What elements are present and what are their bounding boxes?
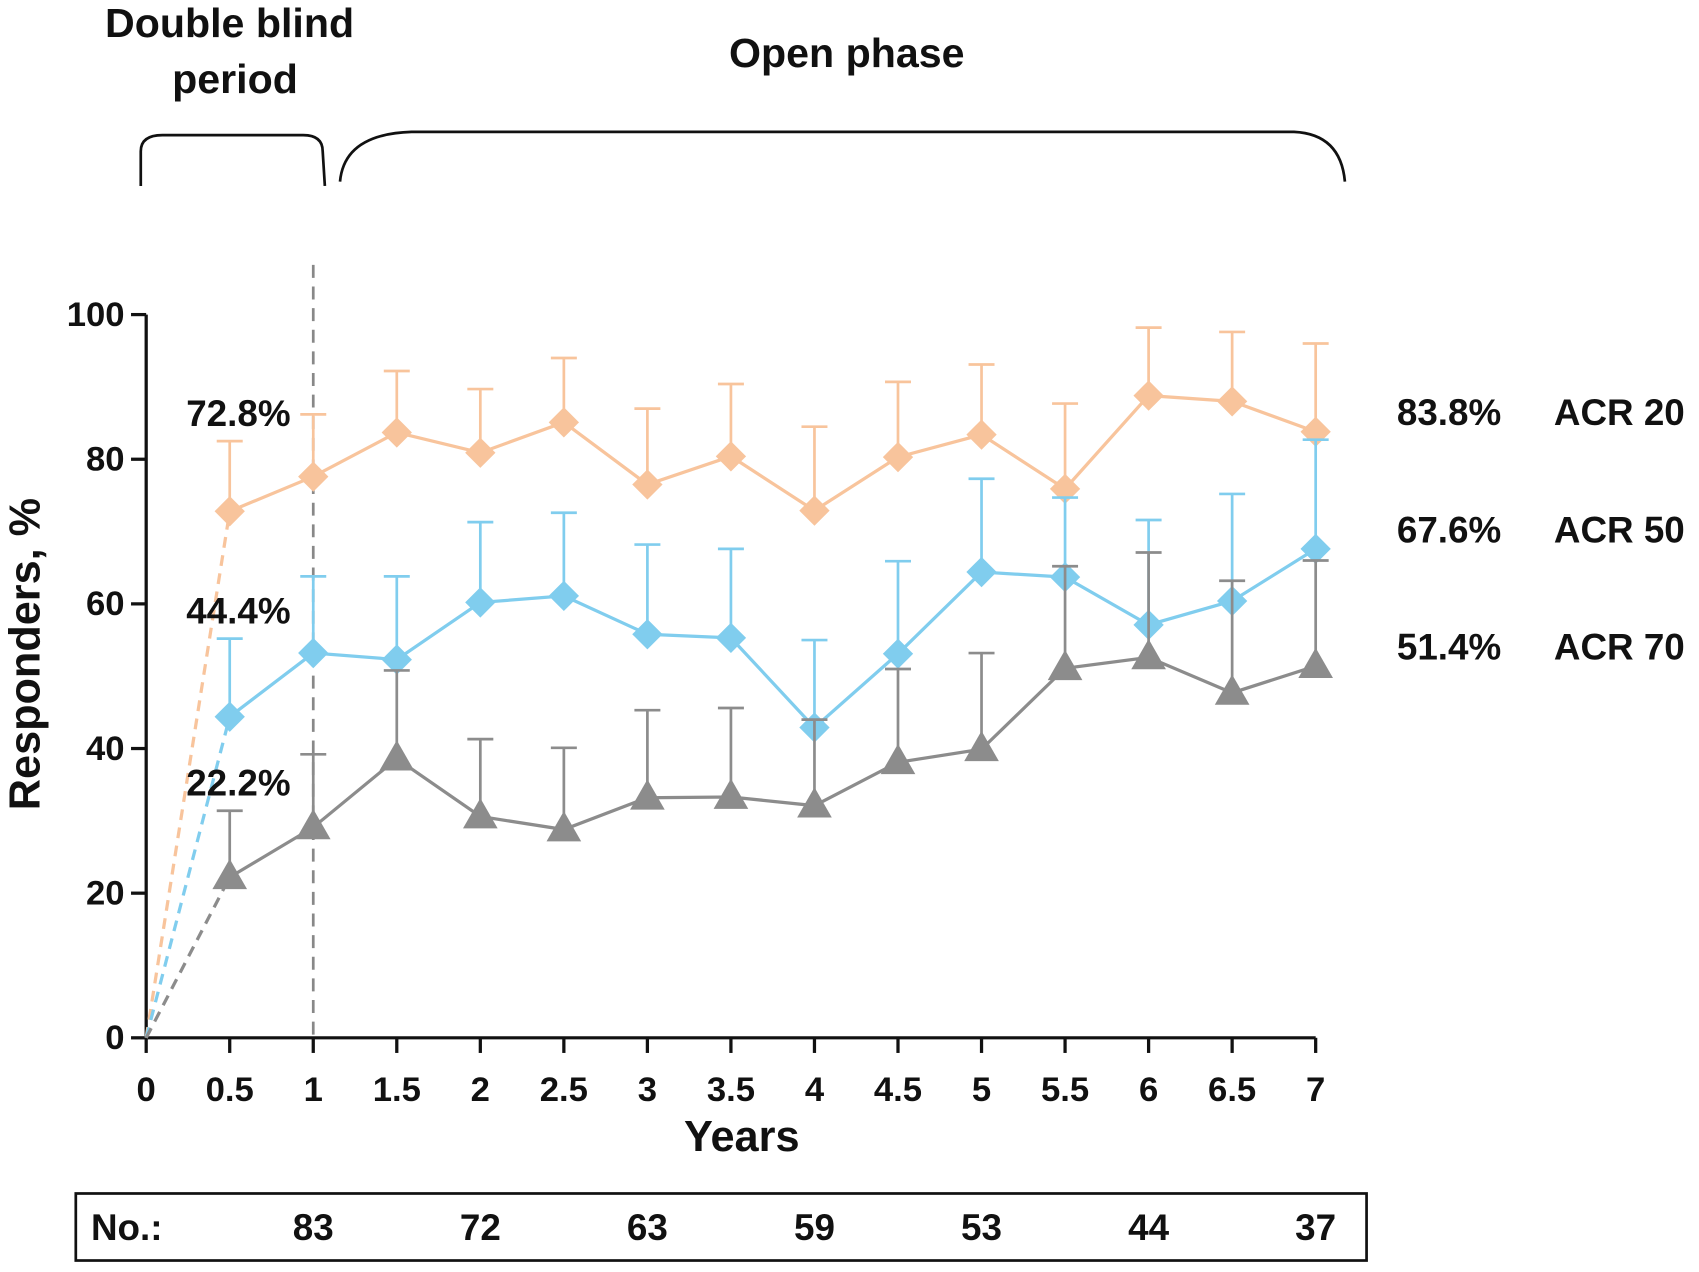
marker: [381, 417, 412, 448]
x-tick-label: 5: [972, 1071, 991, 1109]
y-axis-title: Responders, %: [2, 498, 50, 810]
y-tick-label: 60: [86, 585, 125, 623]
y-tick-label: 20: [86, 874, 125, 912]
marker: [715, 622, 747, 654]
y-tick-label: 0: [105, 1019, 124, 1057]
marker: [1298, 647, 1333, 678]
marker: [462, 798, 498, 829]
marker: [630, 779, 665, 810]
x-tick-label: 3.5: [707, 1071, 755, 1109]
marker: [214, 701, 245, 732]
marker: [298, 461, 329, 492]
marker: [882, 638, 914, 669]
marker: [1214, 674, 1250, 705]
marker: [465, 437, 496, 468]
marker: [298, 637, 329, 669]
x-tick-label: 4: [805, 1071, 825, 1109]
numbers-box: [74, 1192, 1368, 1262]
x-tick-label: 1.5: [373, 1071, 421, 1109]
number: 37: [1295, 1207, 1336, 1248]
x-tick-label: 5.5: [1041, 1071, 1089, 1109]
x-axis-title: Years: [684, 1113, 800, 1161]
annotation: Double blind period: [105, 0, 354, 102]
x-tick-label: 1: [304, 1071, 323, 1109]
series-line: [228, 547, 1317, 730]
bracket: [139, 133, 327, 187]
series: [144, 438, 1331, 1039]
marker: [880, 743, 916, 775]
x-tick-label: 6: [1139, 1071, 1158, 1109]
marker: [214, 496, 245, 527]
value-label: 22.2%: [186, 763, 290, 804]
marker: [632, 619, 663, 650]
marker: [295, 808, 331, 840]
marker: [715, 441, 747, 472]
x-tick-label: 0.5: [206, 1071, 254, 1109]
series-line: [229, 393, 1317, 513]
value-label: 83.8%: [1397, 392, 1501, 433]
number: 59: [794, 1207, 835, 1248]
marker: [797, 787, 832, 818]
marker: [1047, 649, 1083, 681]
annotation: Open phase: [729, 30, 964, 76]
number: 44: [1128, 1207, 1169, 1248]
marker: [632, 469, 663, 500]
x-tick-label: 2.5: [540, 1071, 588, 1109]
x-tick-label: 4.5: [874, 1071, 922, 1109]
y-tick-label: 100: [67, 296, 125, 334]
x-tick-label: 7: [1306, 1071, 1325, 1109]
series: [144, 326, 1331, 1039]
marker: [546, 811, 582, 842]
marker: [379, 740, 415, 771]
marker: [1300, 533, 1331, 565]
bracket: [338, 130, 1347, 182]
x-tick-label: 2: [471, 1071, 490, 1109]
marker: [964, 730, 999, 762]
legend-label: ACR 50: [1554, 509, 1685, 550]
y-tick-label: 80: [86, 441, 125, 479]
marker: [713, 778, 749, 809]
marker: [1133, 380, 1164, 411]
marker: [882, 441, 914, 473]
marker: [966, 556, 997, 588]
legend-label: ACR 70: [1554, 627, 1685, 668]
value-label: 67.6%: [1397, 509, 1501, 550]
y-tick-label: 40: [86, 730, 125, 768]
marker: [966, 419, 997, 450]
value-label: 51.4%: [1397, 627, 1501, 668]
value-label: 72.8%: [186, 393, 290, 434]
marker: [465, 587, 496, 618]
marker: [548, 407, 580, 438]
number: 53: [961, 1207, 1002, 1248]
x-tick-label: 0: [137, 1071, 156, 1109]
number: 72: [460, 1207, 501, 1248]
lead-in-line: [144, 876, 232, 1039]
lead-in-line: [144, 716, 232, 1039]
marker: [1131, 639, 1166, 670]
x-tick-label: 6.5: [1208, 1071, 1256, 1109]
numbers-label: No.:: [91, 1207, 163, 1248]
number: 83: [293, 1207, 334, 1248]
x-tick-label: 3: [638, 1071, 657, 1109]
series: [144, 551, 1333, 1039]
marker: [212, 858, 248, 890]
marker: [799, 495, 830, 526]
lead-in-line: [144, 511, 232, 1039]
number: 63: [627, 1207, 668, 1248]
marker: [381, 644, 412, 675]
marker: [548, 580, 580, 612]
legend-label: ACR 20: [1554, 392, 1685, 433]
marker: [1216, 386, 1248, 417]
value-label: 44.4%: [186, 590, 290, 631]
